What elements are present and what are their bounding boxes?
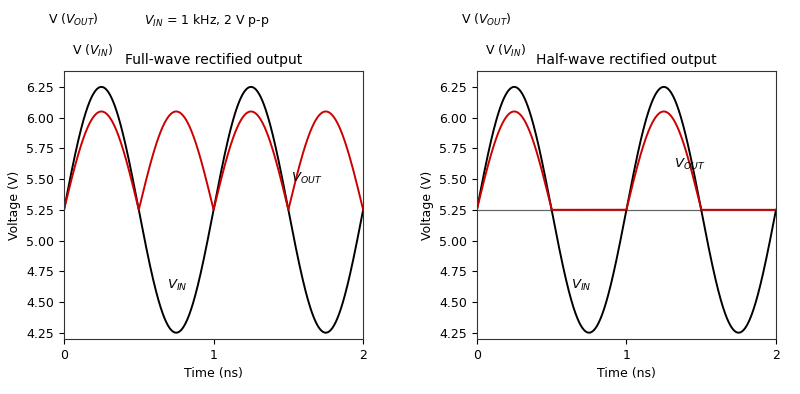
Text: V ($V_{IN}$): V ($V_{IN}$)	[485, 43, 526, 59]
Text: V ($V_{OUT}$): V ($V_{OUT}$)	[461, 12, 511, 28]
Text: $V_{OUT}$: $V_{OUT}$	[291, 171, 322, 186]
Title: Full-wave rectified output: Full-wave rectified output	[125, 53, 302, 67]
Y-axis label: Voltage (V): Voltage (V)	[8, 170, 21, 240]
Text: V ($V_{IN}$): V ($V_{IN}$)	[72, 43, 114, 59]
Text: $V_{IN}$: $V_{IN}$	[167, 278, 188, 293]
Title: Half-wave rectified output: Half-wave rectified output	[536, 53, 717, 67]
Text: $V_{IN}$ = 1 kHz, 2 V p-p: $V_{IN}$ = 1 kHz, 2 V p-p	[144, 12, 270, 29]
X-axis label: Time (ns): Time (ns)	[597, 367, 656, 380]
Text: V ($V_{OUT}$): V ($V_{OUT}$)	[48, 12, 98, 28]
Text: $V_{IN}$: $V_{IN}$	[571, 278, 592, 293]
Y-axis label: Voltage (V): Voltage (V)	[421, 170, 434, 240]
X-axis label: Time (ns): Time (ns)	[184, 367, 243, 380]
Text: $V_{OUT}$: $V_{OUT}$	[674, 157, 706, 172]
